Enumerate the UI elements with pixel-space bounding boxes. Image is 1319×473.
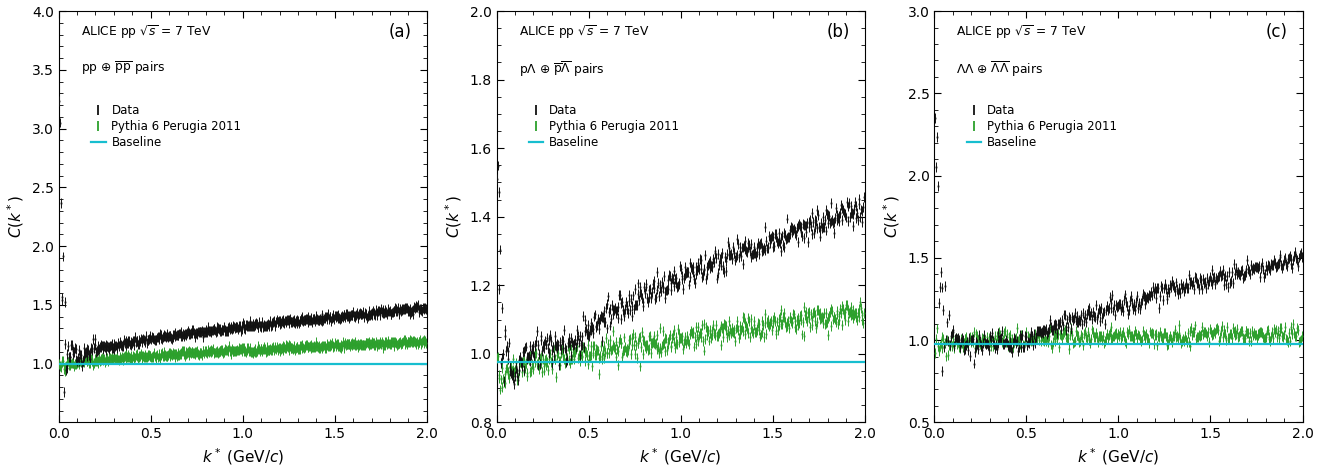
Legend: Data, Pythia 6 Perugia 2011, Baseline: Data, Pythia 6 Perugia 2011, Baseline [87, 99, 247, 154]
Text: $\Lambda\Lambda$ $\oplus$ $\overline{\Lambda}\overline{\Lambda}$ pairs: $\Lambda\Lambda$ $\oplus$ $\overline{\La… [956, 61, 1043, 79]
Legend: Data, Pythia 6 Perugia 2011, Baseline: Data, Pythia 6 Perugia 2011, Baseline [963, 99, 1122, 154]
X-axis label: $k^*$ (GeV/$c$): $k^*$ (GeV/$c$) [1078, 447, 1159, 467]
Y-axis label: $C(k^*)$: $C(k^*)$ [443, 195, 464, 238]
Y-axis label: $C(k^*)$: $C(k^*)$ [5, 195, 26, 238]
Text: ALICE pp $\sqrt{s}$ = 7 TeV: ALICE pp $\sqrt{s}$ = 7 TeV [80, 23, 211, 41]
Text: p$\Lambda$ $\oplus$ $\overline{\mathrm{p}}\overline{\Lambda}$ pairs: p$\Lambda$ $\oplus$ $\overline{\mathrm{p… [518, 61, 604, 79]
Text: (a): (a) [389, 23, 412, 42]
X-axis label: $k^*$ (GeV/$c$): $k^*$ (GeV/$c$) [202, 447, 284, 467]
Text: (c): (c) [1266, 23, 1287, 42]
Y-axis label: $C(k^*)$: $C(k^*)$ [881, 195, 902, 238]
Text: (b): (b) [827, 23, 849, 42]
Legend: Data, Pythia 6 Perugia 2011, Baseline: Data, Pythia 6 Perugia 2011, Baseline [525, 99, 685, 154]
Text: ALICE pp $\sqrt{s}$ = 7 TeV: ALICE pp $\sqrt{s}$ = 7 TeV [518, 23, 649, 41]
Text: pp $\oplus$ $\overline{\mathrm{p}}\overline{\mathrm{p}}$ pairs: pp $\oplus$ $\overline{\mathrm{p}}\overl… [80, 61, 165, 78]
Text: ALICE pp $\sqrt{s}$ = 7 TeV: ALICE pp $\sqrt{s}$ = 7 TeV [956, 23, 1087, 41]
X-axis label: $k^*$ (GeV/$c$): $k^*$ (GeV/$c$) [640, 447, 721, 467]
